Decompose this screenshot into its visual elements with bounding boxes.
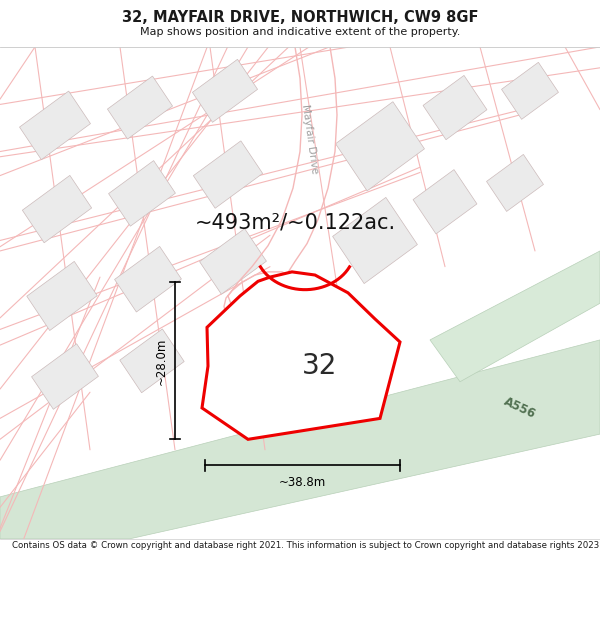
- Polygon shape: [502, 62, 559, 119]
- Polygon shape: [193, 141, 263, 208]
- Polygon shape: [120, 329, 184, 392]
- Polygon shape: [430, 251, 600, 382]
- Polygon shape: [27, 261, 97, 331]
- Polygon shape: [413, 169, 477, 234]
- Polygon shape: [109, 161, 175, 226]
- Polygon shape: [423, 76, 487, 140]
- Polygon shape: [115, 246, 181, 312]
- Polygon shape: [193, 59, 257, 122]
- Polygon shape: [487, 154, 544, 211]
- Polygon shape: [200, 229, 266, 294]
- Polygon shape: [202, 272, 400, 439]
- Text: Mayfair Drive: Mayfair Drive: [300, 104, 320, 174]
- Text: ~38.8m: ~38.8m: [279, 476, 326, 489]
- Polygon shape: [332, 198, 418, 284]
- Polygon shape: [287, 318, 373, 404]
- Polygon shape: [0, 340, 600, 539]
- Text: 32, MAYFAIR DRIVE, NORTHWICH, CW9 8GF: 32, MAYFAIR DRIVE, NORTHWICH, CW9 8GF: [122, 10, 478, 25]
- Text: Contains OS data © Crown copyright and database right 2021. This information is : Contains OS data © Crown copyright and d…: [12, 541, 600, 551]
- Text: ~493m²/~0.122ac.: ~493m²/~0.122ac.: [194, 213, 395, 232]
- Text: 32: 32: [302, 352, 338, 380]
- Text: ~28.0m: ~28.0m: [155, 337, 167, 384]
- Polygon shape: [107, 76, 173, 139]
- Polygon shape: [20, 91, 91, 159]
- Polygon shape: [335, 102, 424, 191]
- Polygon shape: [22, 176, 92, 242]
- Text: Map shows position and indicative extent of the property.: Map shows position and indicative extent…: [140, 26, 460, 36]
- Polygon shape: [32, 344, 98, 409]
- Text: A556: A556: [502, 395, 538, 421]
